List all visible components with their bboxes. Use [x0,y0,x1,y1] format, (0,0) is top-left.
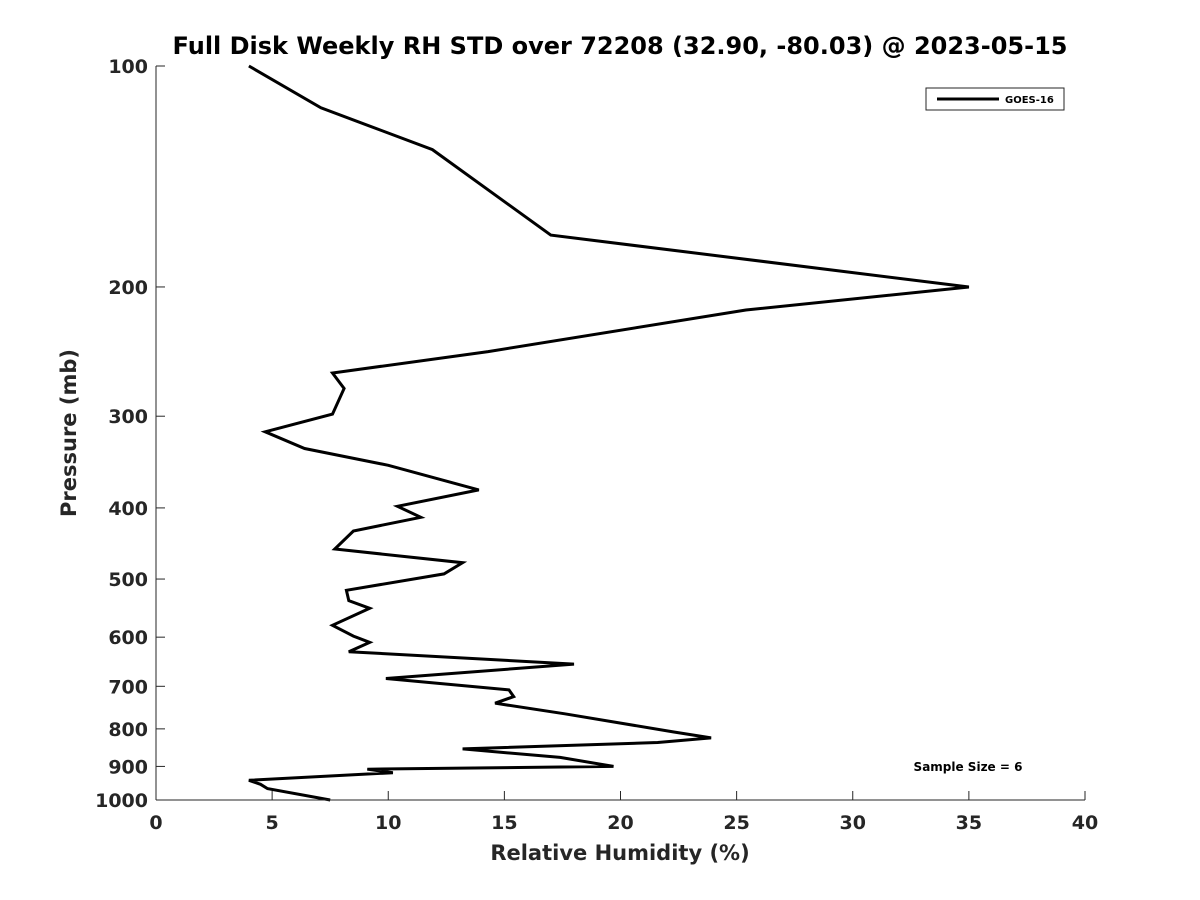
x-axis-label: Relative Humidity (%) [490,841,749,865]
x-tick-label: 0 [149,812,162,834]
plot-area [156,66,1085,800]
y-axis-label: Pressure (mb) [57,349,81,517]
y-tick-label: 500 [108,569,148,591]
y-tick-label: 100 [108,56,148,78]
x-tick-label: 10 [375,812,401,834]
axes-background [156,66,1085,800]
x-tick-label: 20 [607,812,633,834]
legend-label-goes-16: GOES-16 [1005,95,1054,106]
y-tick-label: 700 [108,676,148,698]
y-tick-label: 800 [108,719,148,741]
x-tick-label: 35 [956,812,982,834]
y-tick-label: 600 [108,627,148,649]
series-line-goes-16 [248,64,970,802]
x-tick-label: 40 [1072,812,1098,834]
y-tick-label: 900 [108,756,148,778]
y-tick-label: 200 [108,277,148,299]
y-tick-label: 400 [108,498,148,520]
series-layer [248,64,970,802]
x-tick-label: 15 [491,812,517,834]
x-ticks: 0 5 10 15 20 25 30 35 40 [149,791,1098,834]
y-tick-label: 300 [108,406,148,428]
chart-title: Full Disk Weekly RH STD over 72208 (32.9… [173,32,1068,60]
y-tick-label: 1000 [95,790,148,812]
legend: GOES-16 [925,87,1065,111]
y-ticks: 100 200 300 400 500 600 700 800 900 1000 [95,56,165,812]
sample-size-annotation: Sample Size = 6 [914,760,1023,774]
x-tick-label: 30 [840,812,866,834]
x-tick-label: 5 [266,812,279,834]
x-tick-label: 25 [723,812,749,834]
